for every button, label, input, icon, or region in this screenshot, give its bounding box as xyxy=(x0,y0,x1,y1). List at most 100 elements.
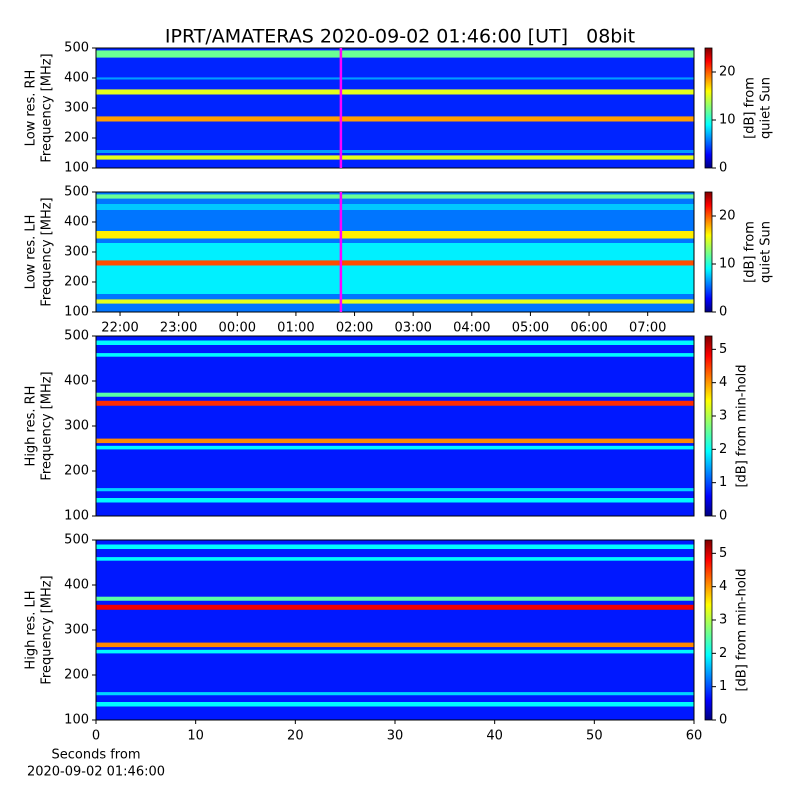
x-tick-label: 10 xyxy=(187,729,204,744)
heatmap-background xyxy=(96,48,694,168)
x-tick-label: 04:00 xyxy=(453,321,490,336)
colorbar-tick-label: 10 xyxy=(719,257,736,272)
colorbar-tick-label: 20 xyxy=(719,209,736,224)
heatmap-band xyxy=(96,194,694,199)
heatmap-band xyxy=(96,392,694,397)
colorbar-tick-label: 0 xyxy=(719,305,727,320)
heatmap-band xyxy=(96,604,694,610)
y-tick-label: 300 xyxy=(64,419,89,434)
heatmap-band xyxy=(96,438,694,444)
y-tick-label: 100 xyxy=(64,305,89,320)
x-tick-label: 20 xyxy=(287,729,304,744)
x-tick-label: 03:00 xyxy=(394,321,431,336)
colorbar-label: [dB] from min-hold xyxy=(735,568,750,691)
colorbar-tick-label: 1 xyxy=(719,679,727,694)
y-tick-label: 400 xyxy=(64,578,89,593)
heatmap-band xyxy=(96,204,694,210)
y-tick-label: 200 xyxy=(64,668,89,683)
y-tick-label: 400 xyxy=(64,374,89,389)
heatmap-band xyxy=(96,557,694,561)
colorbar-tick-label: 4 xyxy=(719,579,727,594)
y-axis-label: High res. LH xyxy=(24,590,39,669)
y-tick-label: 400 xyxy=(64,71,89,86)
heatmap-band xyxy=(96,231,694,239)
y-tick-label: 500 xyxy=(64,329,89,344)
heatmap-band xyxy=(96,299,694,304)
y-tick-label: 500 xyxy=(64,185,89,200)
x-tick-label: 0 xyxy=(92,729,100,744)
heatmap-band xyxy=(96,596,694,601)
y-tick-label: 100 xyxy=(64,713,89,728)
x-tick-label: 40 xyxy=(486,729,503,744)
heatmap-band xyxy=(96,353,694,357)
x-tick-label: 06:00 xyxy=(570,321,607,336)
heatmap-background xyxy=(96,336,694,516)
heatmap-band xyxy=(96,155,694,160)
heatmap-band xyxy=(96,400,694,406)
heatmap-background xyxy=(96,540,694,720)
x-tick-label: 22:00 xyxy=(101,321,138,336)
x-tick-label: 01:00 xyxy=(277,321,314,336)
y-axis-label: Frequency [MHz] xyxy=(40,575,55,684)
heatmap-band xyxy=(96,692,694,696)
colorbar-tick-label: 0 xyxy=(719,161,727,176)
x-tick-label: 05:00 xyxy=(512,321,549,336)
y-tick-label: 500 xyxy=(64,533,89,548)
colorbar xyxy=(704,47,713,169)
x-tick-label: 07:00 xyxy=(629,321,666,336)
heatmap-band xyxy=(96,340,694,345)
y-axis-label: Low res. RH xyxy=(24,70,39,147)
y-tick-label: 200 xyxy=(64,131,89,146)
x-tick-label: 02:00 xyxy=(336,321,373,336)
heatmap-band xyxy=(96,89,694,95)
y-tick-label: 100 xyxy=(64,161,89,176)
x-axis-label: 2020-09-02 01:46:00 xyxy=(27,765,165,780)
y-axis-label: High res. RH xyxy=(24,386,39,467)
colorbar-label: [dB] from min-hold xyxy=(735,364,750,487)
heatmap-band xyxy=(96,488,694,492)
x-tick-label: 30 xyxy=(387,729,404,744)
heatmap-band xyxy=(96,702,694,707)
colorbar-tick-label: 20 xyxy=(719,65,736,80)
y-tick-label: 500 xyxy=(64,41,89,56)
colorbar-tick-label: 5 xyxy=(719,546,727,561)
heatmap-band xyxy=(96,498,694,503)
y-tick-label: 100 xyxy=(64,509,89,524)
heatmap-band xyxy=(96,116,694,122)
y-tick-label: 300 xyxy=(64,101,89,116)
colorbar-label: [dB] from xyxy=(743,221,758,283)
colorbar-tick-label: 0 xyxy=(719,509,727,524)
heatmap-band xyxy=(96,642,694,648)
y-axis-label: Low res. LH xyxy=(24,215,39,290)
colorbar-label: [dB] from xyxy=(743,77,758,139)
x-tick-label: 50 xyxy=(586,729,603,744)
colorbar-label: quiet Sun xyxy=(759,77,774,139)
colorbar-tick-label: 3 xyxy=(719,613,727,628)
colorbar-tick-label: 5 xyxy=(719,342,727,357)
y-axis-label: Frequency [MHz] xyxy=(40,197,55,306)
y-tick-label: 200 xyxy=(64,275,89,290)
colorbar-tick-label: 2 xyxy=(719,442,727,457)
colorbar-tick-label: 10 xyxy=(719,113,736,128)
colorbar xyxy=(704,191,713,313)
colorbar-label: quiet Sun xyxy=(759,221,774,283)
colorbar-tick-label: 2 xyxy=(719,646,727,661)
x-tick-label: 23:00 xyxy=(160,321,197,336)
colorbar-tick-label: 1 xyxy=(719,475,727,490)
colorbar-tick-label: 0 xyxy=(719,713,727,728)
y-axis-label: Frequency [MHz] xyxy=(40,53,55,162)
colorbar xyxy=(704,539,713,721)
y-tick-label: 400 xyxy=(64,215,89,230)
colorbar-tick-label: 4 xyxy=(719,375,727,390)
y-tick-label: 200 xyxy=(64,464,89,479)
heatmap-band xyxy=(96,544,694,549)
heatmap-band xyxy=(96,243,694,294)
colorbar-tick-label: 3 xyxy=(719,409,727,424)
heatmap-band xyxy=(96,150,694,153)
y-tick-label: 300 xyxy=(64,245,89,260)
chart-title: IPRT/AMATERAS 2020-09-02 01:46:00 [UT] 0… xyxy=(165,26,635,48)
heatmap-band xyxy=(96,50,694,58)
y-axis-label: Frequency [MHz] xyxy=(40,371,55,480)
x-axis-label: Seconds from xyxy=(51,748,140,763)
